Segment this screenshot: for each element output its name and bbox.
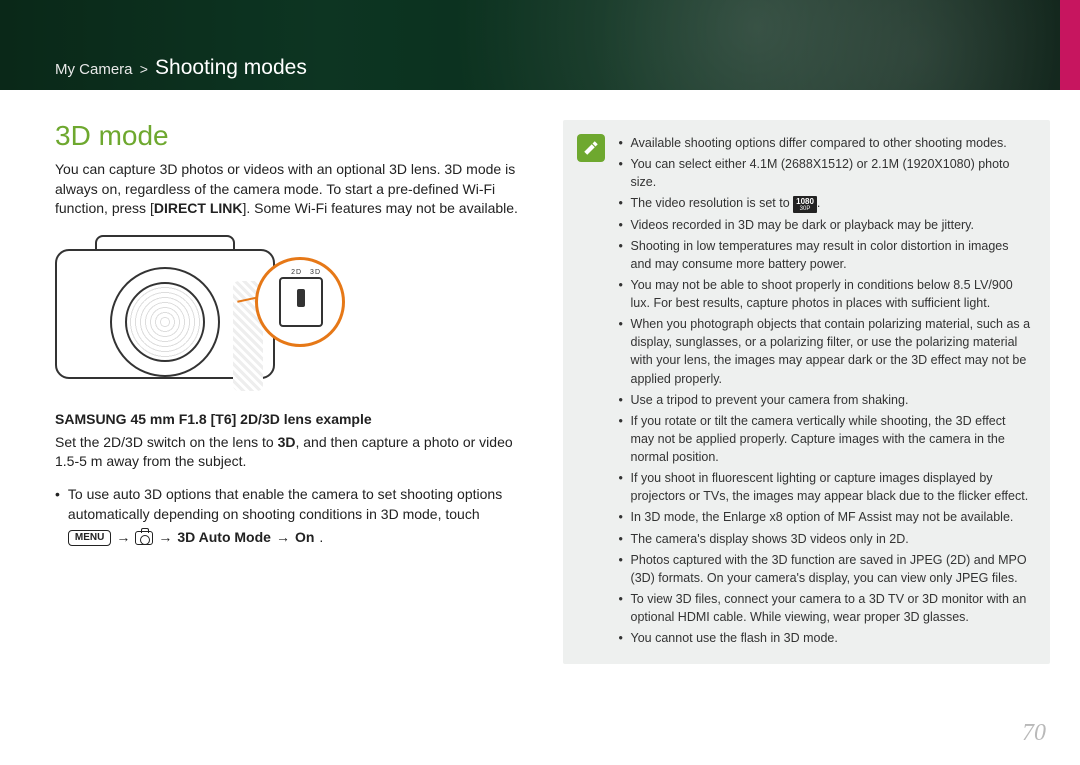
page-header: My Camera > Shooting modes	[0, 0, 1080, 90]
step-item: • To use auto 3D options that enable the…	[55, 484, 533, 548]
note-list: Available shooting options differ compar…	[619, 134, 1032, 647]
page-title: 3D mode	[55, 120, 533, 152]
note-pen-icon	[577, 134, 605, 162]
note-item: Shooting in low temperatures may result …	[619, 237, 1032, 273]
arrow-icon: →	[158, 527, 172, 547]
breadcrumb-sep: >	[140, 61, 148, 77]
touch-sequence: MENU → → 3D Auto Mode → On.	[68, 527, 323, 547]
switch-labels: 2D 3D	[291, 269, 321, 276]
note-item: You can select either 4.1M (2688X1512) o…	[619, 155, 1032, 191]
note-item: Available shooting options differ compar…	[619, 134, 1032, 152]
bullet: •	[55, 484, 60, 548]
page-number: 70	[1022, 720, 1046, 747]
camera-settings-icon	[135, 531, 153, 545]
note-item: You may not be able to shoot properly in…	[619, 276, 1032, 312]
on-label: On	[295, 527, 314, 547]
content-area: 3D mode You can capture 3D photos or vid…	[0, 90, 1080, 664]
note-item: If you rotate or tilt the camera vertica…	[619, 412, 1032, 466]
camera-illustration: 2D 3D	[55, 229, 335, 399]
menu-button-icon: MENU	[68, 530, 111, 546]
breadcrumb-section: Shooting modes	[155, 56, 307, 79]
step-content: To use auto 3D options that enable the c…	[68, 484, 533, 548]
note-item: Photos captured with the 3D function are…	[619, 551, 1032, 587]
note-item: If you shoot in fluorescent lighting or …	[619, 469, 1032, 505]
step-list: • To use auto 3D options that enable the…	[55, 484, 533, 548]
arrow-icon: →	[116, 527, 130, 547]
note-item: To view 3D files, connect your camera to…	[619, 590, 1032, 626]
note-item: When you photograph objects that contain…	[619, 315, 1032, 388]
lens-subheading: SAMSUNG 45 mm F1.8 [T6] 2D/3D lens examp…	[55, 411, 533, 427]
left-column: 3D mode You can capture 3D photos or vid…	[55, 120, 533, 664]
note-box: Available shooting options differ compar…	[563, 120, 1050, 664]
lens-instruction: Set the 2D/3D switch on the lens to 3D, …	[55, 433, 533, 472]
note-item: Use a tripod to prevent your camera from…	[619, 391, 1032, 409]
note-item: The camera's display shows 3D videos onl…	[619, 530, 1032, 548]
note-item: You cannot use the flash in 3D mode.	[619, 629, 1032, 647]
breadcrumb: My Camera > Shooting modes	[55, 56, 307, 80]
arrow-icon: →	[276, 527, 290, 547]
breadcrumb-prefix: My Camera	[55, 61, 133, 78]
mode-label: 3D Auto Mode	[177, 527, 271, 547]
note-item: Videos recorded in 3D may be dark or pla…	[619, 216, 1032, 234]
resolution-badge-icon: 1080 30P	[793, 196, 817, 213]
intro-paragraph: You can capture 3D photos or videos with…	[55, 160, 533, 219]
note-item: The video resolution is set to 1080 30P …	[619, 194, 1032, 212]
camera-lens	[125, 282, 205, 362]
switch-slider	[297, 289, 305, 307]
note-item: In 3D mode, the Enlarge x8 option of MF …	[619, 508, 1032, 526]
right-column: Available shooting options differ compar…	[563, 120, 1050, 664]
